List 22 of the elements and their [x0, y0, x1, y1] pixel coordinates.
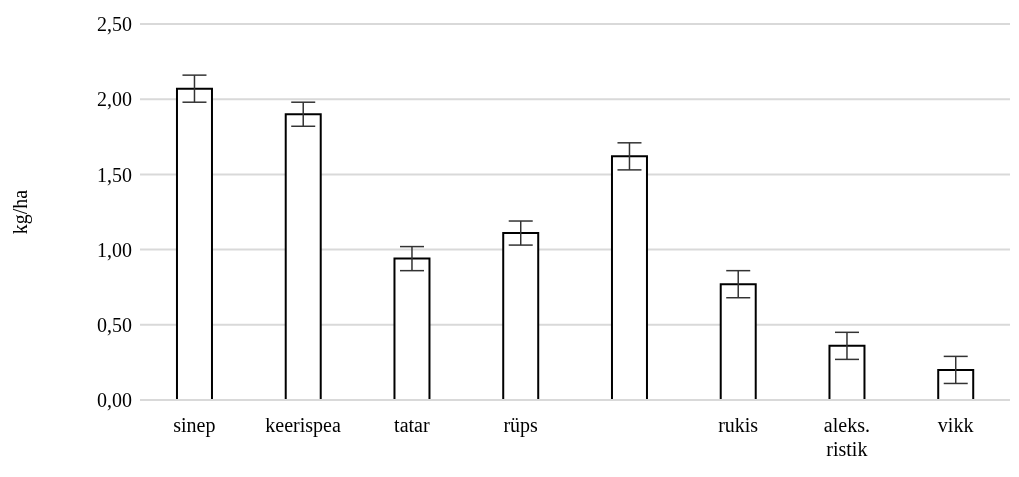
x-tick-label: vikk [937, 414, 974, 436]
y-tick-label: 1,00 [97, 238, 132, 261]
y-tick-label: 0,50 [97, 313, 132, 336]
x-tick-label: aleks. ristik [823, 414, 870, 460]
bar [175, 87, 213, 400]
bar [393, 257, 431, 400]
bar [719, 283, 757, 400]
bar [284, 113, 322, 400]
y-tick-label: 2,50 [97, 13, 132, 36]
y-tick-label: 1,50 [97, 163, 132, 186]
bar [502, 232, 540, 400]
bar [610, 155, 648, 400]
y-axis-title: kg/ha [9, 189, 33, 235]
bar [828, 344, 866, 400]
x-tick-label: rukis [718, 414, 759, 436]
bar [937, 368, 975, 400]
y-tick-label: 0,00 [97, 389, 132, 412]
x-tick-label: rüps [503, 414, 539, 437]
y-tick-label: 2,00 [97, 88, 132, 111]
x-tick-label: keerispea [265, 414, 341, 437]
x-tick-label: tatar [394, 414, 430, 436]
x-tick-label: sinep [173, 414, 216, 437]
